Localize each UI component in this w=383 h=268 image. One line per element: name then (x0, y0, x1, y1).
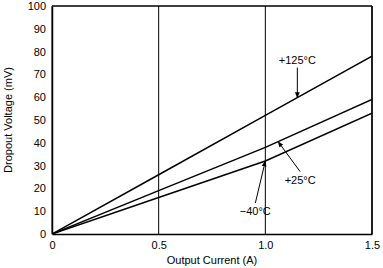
tick: 10 (34, 205, 52, 217)
tick: 60 (34, 91, 52, 103)
series-line (52, 99, 372, 234)
tick-label: 70 (34, 68, 46, 80)
tick-label: 50 (34, 114, 46, 126)
chart: 0 0.5 1.0 1.5 0 10 20 30 40 50 60 70 80 90 100 +125°C +2… (0, 0, 383, 268)
grid-line (372, 6, 373, 234)
series-label: −40°C (240, 205, 271, 217)
tick-label: 90 (34, 23, 46, 35)
series-line (52, 113, 372, 234)
series-label: +125°C (279, 54, 316, 66)
tick: 50 (34, 114, 52, 126)
series-label: +25°C (285, 174, 316, 186)
series-line (52, 56, 372, 234)
x-axis: 0 0.5 1.0 1.5 (49, 234, 380, 251)
tick-label: 60 (34, 91, 46, 103)
tick-label: 30 (34, 160, 46, 172)
tick: 1.0 (258, 234, 273, 251)
callout-arrow (278, 142, 300, 172)
tick-label: 10 (34, 205, 46, 217)
tick: 30 (34, 160, 52, 172)
grid-line (52, 6, 53, 234)
x-grid (52, 6, 372, 234)
tick: 0 (40, 228, 52, 240)
tick: 80 (34, 46, 52, 58)
frame (52, 5, 372, 7)
callout-arrow (255, 161, 265, 203)
grid-line (265, 6, 266, 234)
axis-line (52, 7, 54, 235)
tick: 40 (34, 137, 52, 149)
y-axis: 0 10 20 30 40 50 60 70 80 90 100 (28, 0, 53, 240)
callout-arrow (297, 68, 298, 98)
tick-label: 0.5 (152, 239, 167, 251)
tick: 0 (49, 234, 55, 251)
tick: 20 (34, 182, 52, 194)
tick: 70 (34, 68, 52, 80)
tick-label: 100 (28, 0, 46, 12)
tick: 1.5 (365, 234, 380, 251)
series-group (52, 56, 372, 234)
tick-label: 80 (34, 46, 46, 58)
tick: 0.5 (152, 234, 167, 251)
axis-line (53, 234, 373, 236)
x-axis-title: Output Current (A) (167, 254, 257, 266)
y-axis-title: Dropout Voltage (mV) (2, 67, 14, 173)
tick-label: 0 (49, 239, 55, 251)
tick-label: 1.0 (258, 239, 273, 251)
tick: 90 (34, 23, 52, 35)
annotations: +125°C +25°C −40°C (240, 54, 316, 217)
tick-label: 1.5 (365, 239, 380, 251)
tick-label: 40 (34, 137, 46, 149)
frame (371, 6, 373, 234)
tick-label: 20 (34, 182, 46, 194)
tick-label: 0 (40, 228, 46, 240)
tick: 100 (28, 0, 52, 12)
grid-line (158, 6, 159, 234)
plot: 0 0.5 1.0 1.5 0 10 20 30 40 50 60 70 80 90 100 +125°C +2… (28, 0, 381, 251)
